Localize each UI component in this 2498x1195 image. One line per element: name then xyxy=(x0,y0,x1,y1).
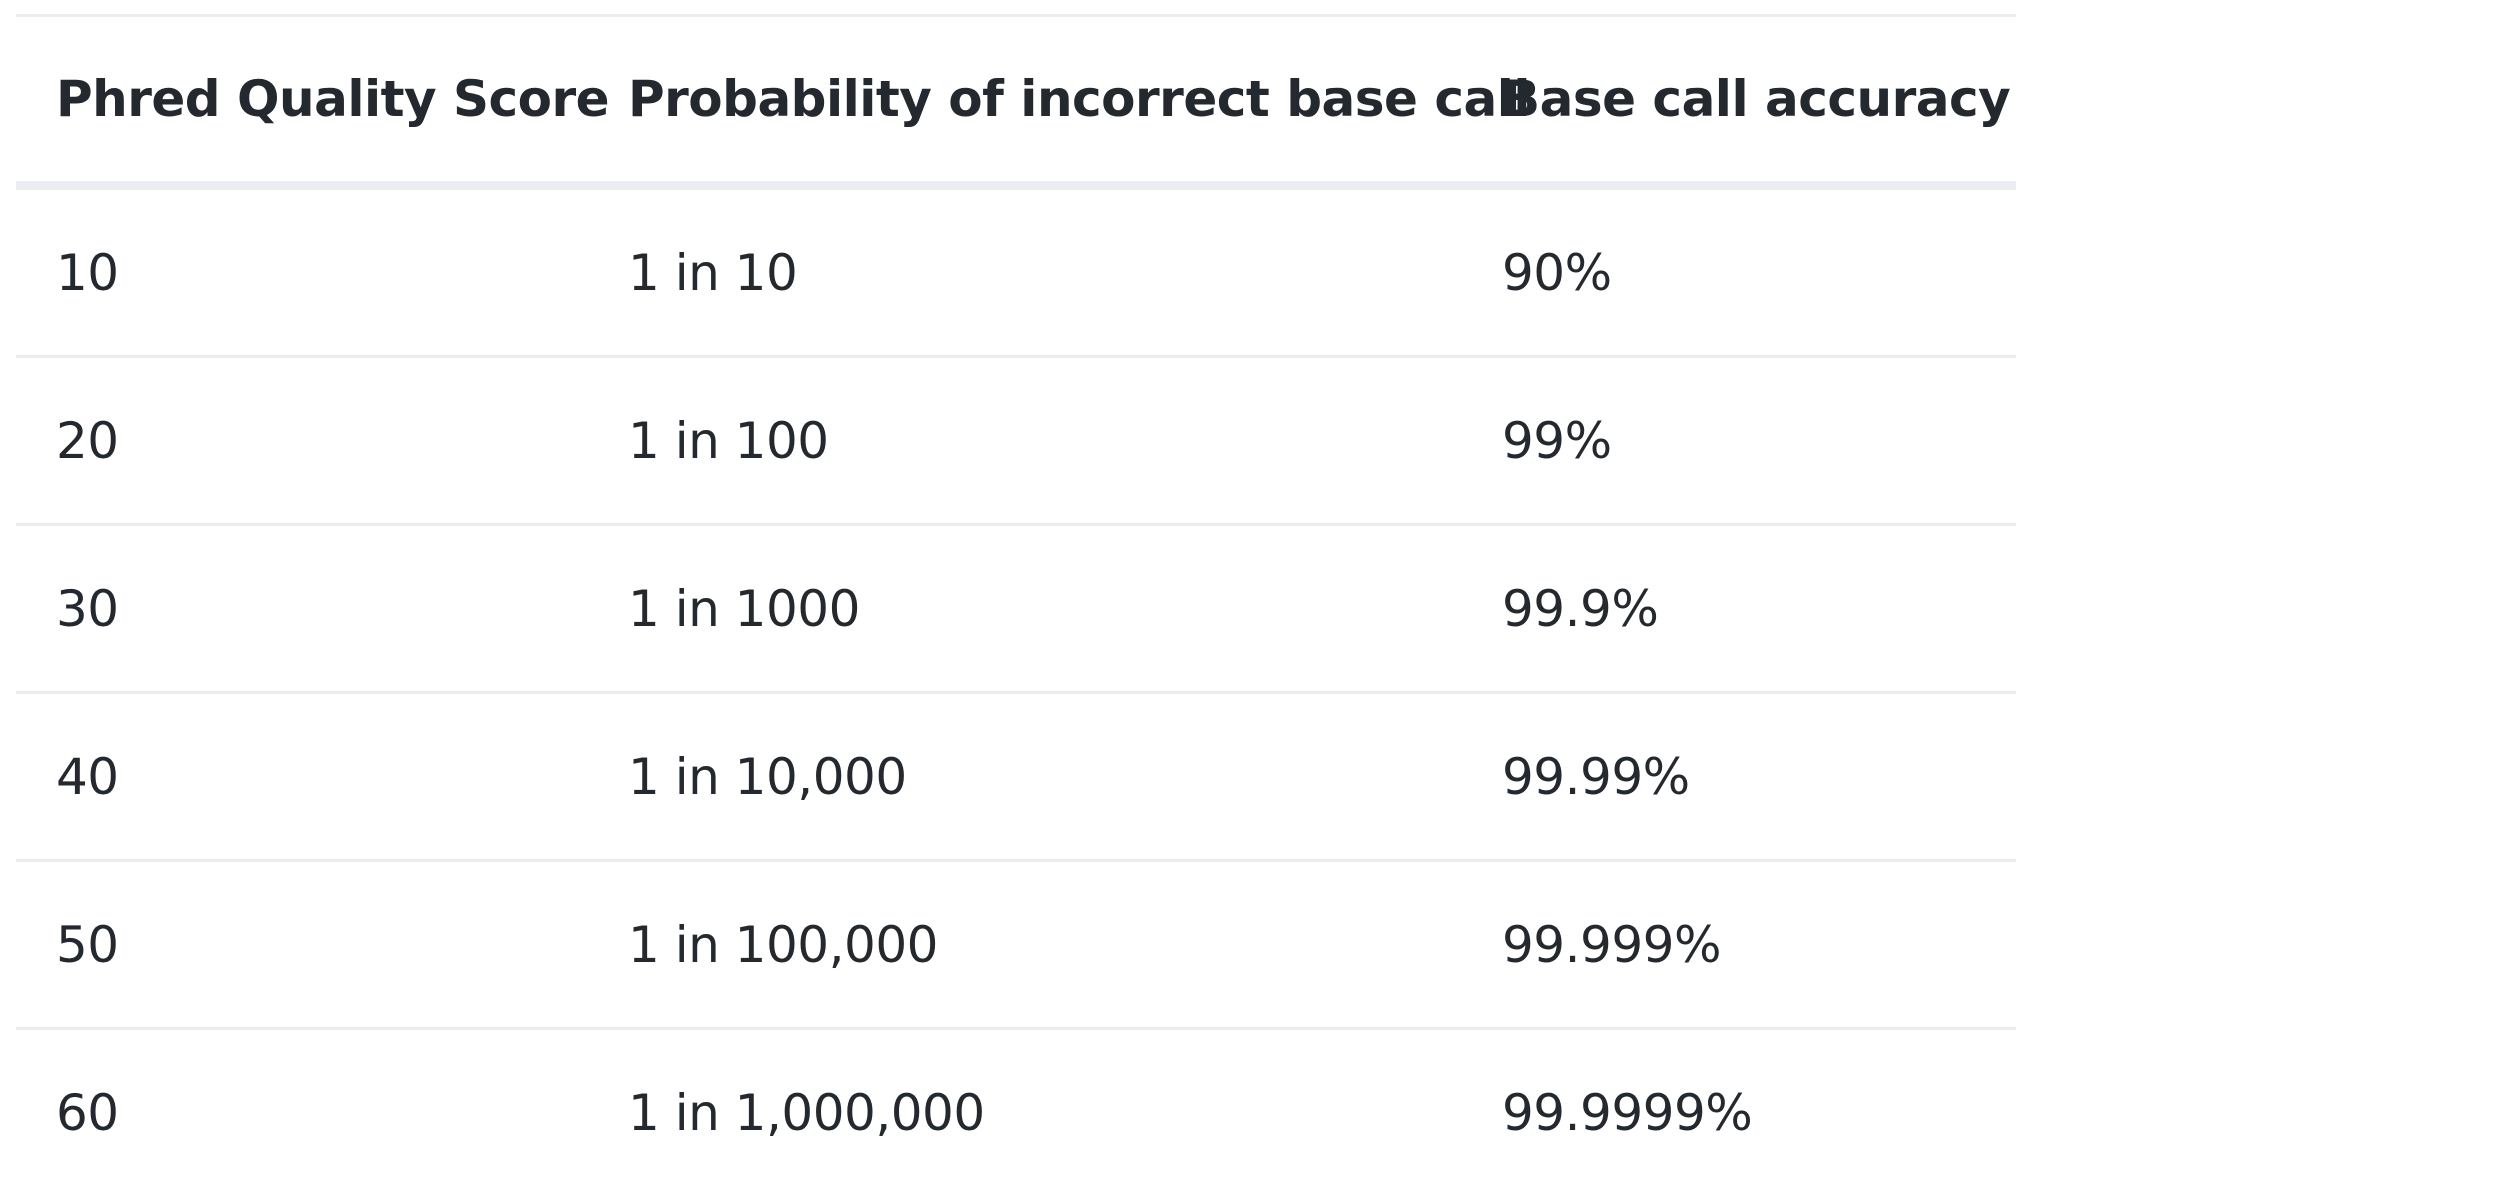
cell-accuracy: 90% xyxy=(1462,186,2016,357)
table-row: 60 1 in 1,000,000 99.9999% xyxy=(16,1029,2016,1195)
header-probability-incorrect: Probability of incorrect base call xyxy=(588,16,1462,186)
cell-quality-score: 20 xyxy=(16,357,588,525)
table-body: 10 1 in 10 90% 20 1 in 100 99% 30 1 in 1… xyxy=(16,186,2016,1195)
cell-accuracy: 99.9% xyxy=(1462,525,2016,693)
cell-accuracy: 99.9999% xyxy=(1462,1029,2016,1195)
cell-probability: 1 in 1000 xyxy=(588,525,1462,693)
cell-quality-score: 40 xyxy=(16,693,588,861)
cell-probability: 1 in 100 xyxy=(588,357,1462,525)
cell-accuracy: 99% xyxy=(1462,357,2016,525)
table-row: 10 1 in 10 90% xyxy=(16,186,2016,357)
table-row: 20 1 in 100 99% xyxy=(16,357,2016,525)
phred-quality-table-wrapper: Phred Quality Score Probability of incor… xyxy=(16,14,2016,1195)
cell-quality-score: 30 xyxy=(16,525,588,693)
phred-quality-table: Phred Quality Score Probability of incor… xyxy=(16,14,2016,1195)
cell-quality-score: 10 xyxy=(16,186,588,357)
cell-quality-score: 50 xyxy=(16,861,588,1029)
table-header: Phred Quality Score Probability of incor… xyxy=(16,16,2016,186)
header-base-call-accuracy: Base call accuracy xyxy=(1462,16,2016,186)
cell-probability: 1 in 100,000 xyxy=(588,861,1462,1029)
cell-probability: 1 in 1,000,000 xyxy=(588,1029,1462,1195)
cell-accuracy: 99.999% xyxy=(1462,861,2016,1029)
cell-probability: 1 in 10 xyxy=(588,186,1462,357)
header-phred-quality-score: Phred Quality Score xyxy=(16,16,588,186)
table-row: 30 1 in 1000 99.9% xyxy=(16,525,2016,693)
cell-quality-score: 60 xyxy=(16,1029,588,1195)
cell-probability: 1 in 10,000 xyxy=(588,693,1462,861)
table-row: 50 1 in 100,000 99.999% xyxy=(16,861,2016,1029)
table-row: 40 1 in 10,000 99.99% xyxy=(16,693,2016,861)
cell-accuracy: 99.99% xyxy=(1462,693,2016,861)
header-row: Phred Quality Score Probability of incor… xyxy=(16,16,2016,186)
